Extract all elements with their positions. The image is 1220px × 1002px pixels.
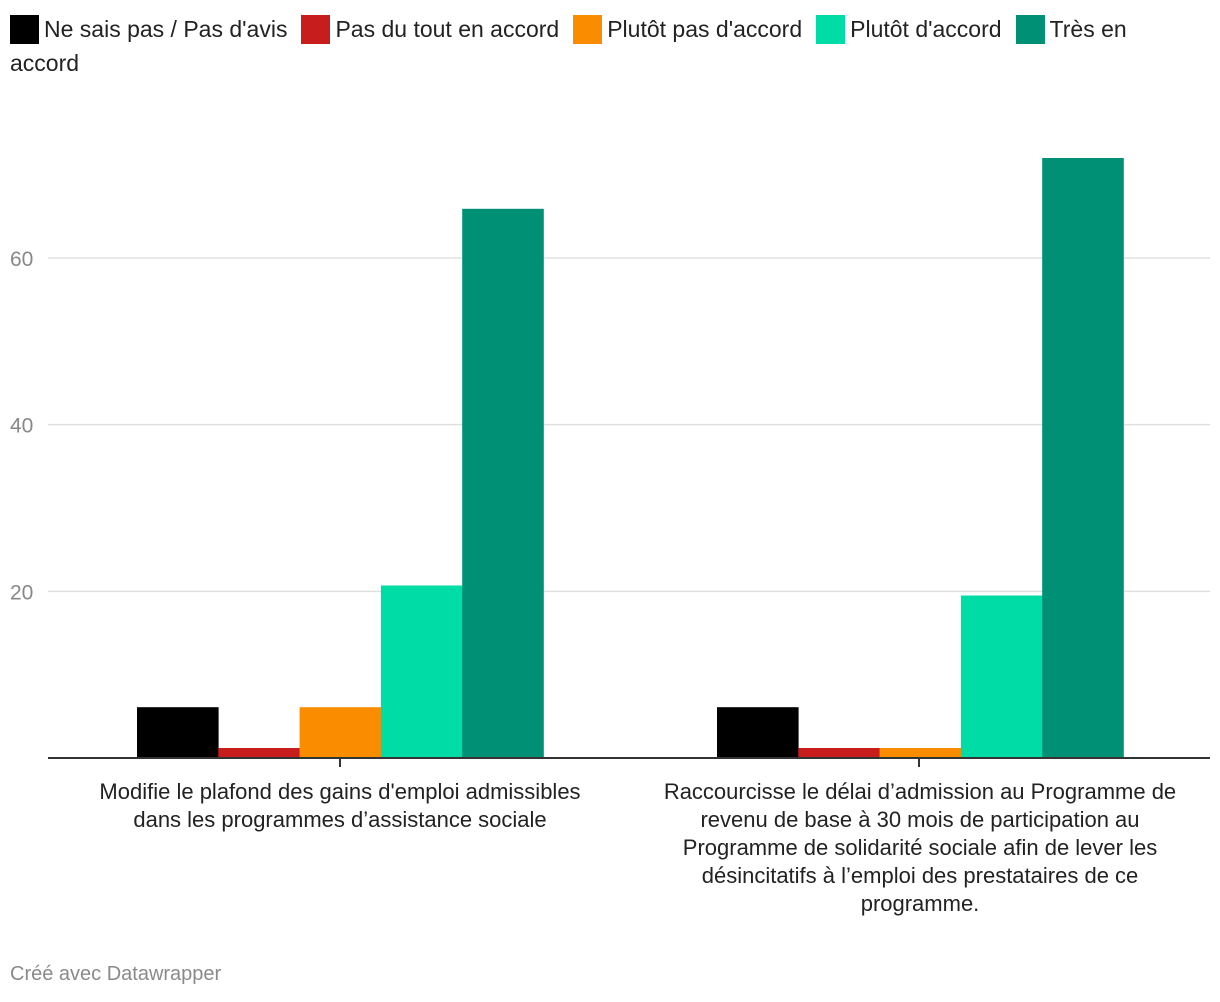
y-tick-label: 60 [10,248,33,271]
bar [137,707,219,758]
footer-credit: Créé avec Datawrapper [10,963,222,985]
legend-label: Plutôt pas d'accord [607,16,803,42]
legend-item: Plutôt d'accord [816,15,1002,44]
legend-swatch [573,15,603,44]
legend: Ne sais pas / Pas d'avis Pas du tout en a… [10,12,1210,80]
category-label-2: Raccourcisse le délai d’admission au Pro… [663,779,1177,916]
legend-swatch [816,15,846,44]
y-tick-label: 20 [10,581,33,604]
bar [798,748,880,758]
bar [462,208,544,759]
bar [1042,158,1124,758]
y-tick-label: 40 [10,415,33,438]
category-label-1: Modifie le plafond des gains d'emploi ad… [99,779,581,832]
legend-item: Très en accord [10,15,1127,76]
legend-item: Pas du tout en accord [301,15,560,44]
bar [218,748,300,758]
legend-swatch [301,15,331,44]
legend-item: Plutôt pas d'accord [573,15,803,44]
legend-swatch [1015,15,1045,44]
legend-label: Ne sais pas / Pas d'avis [44,16,288,42]
bar [299,707,382,758]
legend-item: Ne sais pas / Pas d'avis [10,15,288,44]
legend-label: Pas du tout en accord [335,16,560,42]
bar [380,585,463,758]
bar [717,707,799,758]
bar [879,748,962,758]
legend-label: Très en accord [10,16,1127,76]
legend-swatch [10,15,39,44]
legend-label: Plutôt d'accord [850,16,1002,42]
bar [960,595,1043,758]
